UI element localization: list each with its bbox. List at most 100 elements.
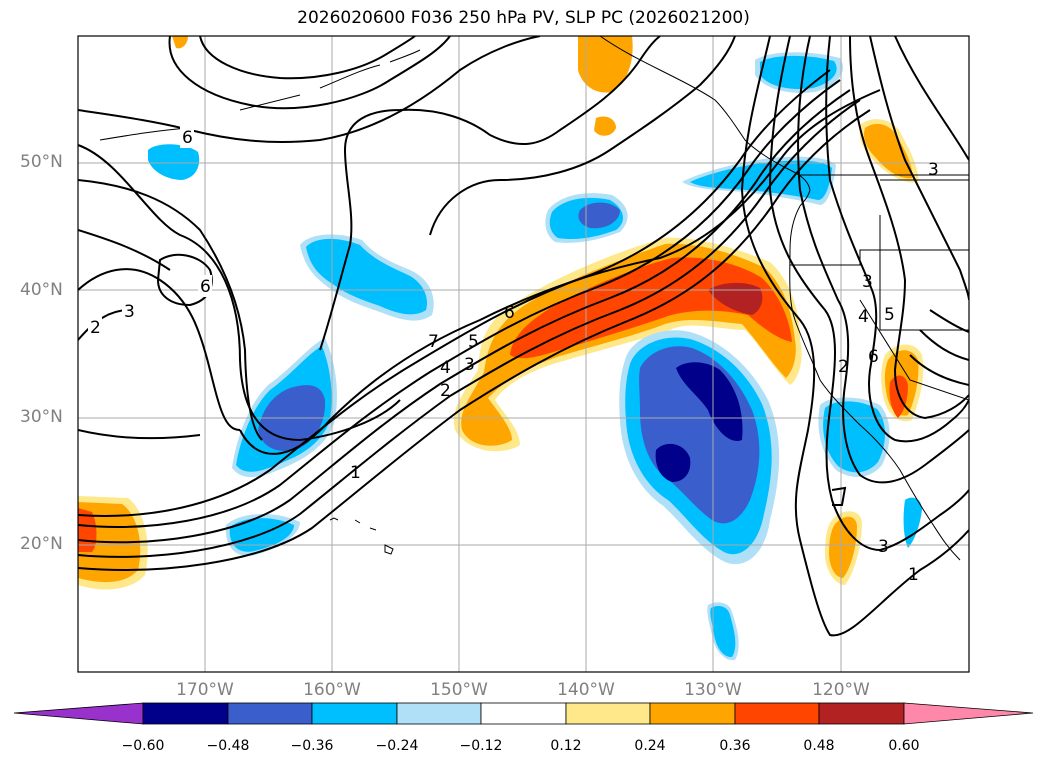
pv-negative-mid-cyan (306, 238, 428, 315)
contour-label: 1 (908, 565, 919, 585)
contour-line (929, 309, 969, 333)
island-hawaii (329, 517, 394, 555)
contour-line (740, 36, 969, 637)
contour-line (78, 268, 241, 431)
colorbar-swatch (227, 702, 313, 725)
contour-line (797, 36, 969, 484)
colorbar-extend-high (903, 702, 1034, 725)
contour-line (78, 144, 401, 442)
contour-label: 3 (862, 272, 873, 292)
state-border-4 (859, 299, 969, 401)
contour-label: 3 (464, 355, 475, 375)
contour-line (319, 36, 661, 351)
coast-alaska (599, 36, 811, 207)
contour-label: 2 (90, 318, 101, 338)
colorbar-swatch (142, 702, 229, 725)
state-border-3 (879, 215, 969, 331)
contour-line (168, 36, 451, 110)
pv-negative-south-small-cyan (710, 606, 736, 658)
colorbar-extend-low (13, 702, 144, 725)
contour-label: 4 (440, 358, 451, 378)
colorbar-tick-label: 0.12 (550, 738, 582, 754)
pv-positive-band-darkred (708, 282, 763, 315)
contour-line (239, 89, 881, 455)
colorbar-swatch (649, 702, 736, 725)
contour-line (849, 36, 969, 420)
lon-label-160w: 160°W (303, 680, 361, 700)
contour-line (78, 79, 841, 528)
pv-negative-pnw-cyan (690, 160, 832, 200)
state-border-2 (790, 249, 969, 266)
colorbar-swatch (396, 702, 482, 725)
lat-label-50n: 50°N (20, 152, 63, 172)
contour-labels: 2 3 6 6 6 7 5 4 3 2 1 3 3 5 4 6 2 3 1 (88, 126, 939, 585)
colorbar-swatch (480, 702, 567, 725)
lon-label-150w: 150°W (430, 680, 488, 700)
contour-line (78, 229, 171, 271)
colorbar (13, 702, 1034, 725)
contour-label: 4 (858, 307, 869, 327)
pv-negative-small-nw (148, 144, 200, 180)
colorbar-tick-label: 0.36 (719, 738, 751, 754)
contour-label: 6 (868, 347, 879, 367)
contour-label: 6 (504, 303, 515, 323)
island-chain-aleutians (99, 49, 421, 141)
colorbar-tick-label: −0.24 (375, 738, 419, 754)
pv-negative-central-navy2 (655, 443, 691, 482)
contour-line (869, 36, 969, 301)
colorbar-tick-label: 0.24 (634, 738, 666, 754)
contour-label: 3 (124, 302, 135, 322)
contour-line (919, 329, 969, 361)
contour-line (768, 36, 969, 552)
contour-line (78, 99, 861, 558)
contour-label: 2 (440, 381, 451, 401)
contour-label: 6 (182, 128, 193, 148)
contour-line (78, 89, 851, 544)
contour-line (78, 429, 201, 440)
contour-label: 2 (838, 357, 849, 377)
pv-negative-east-cyan (823, 401, 885, 473)
lat-label-20n: 20°N (20, 534, 63, 554)
colorbar-tick-label: 0.48 (803, 738, 835, 754)
contour-line (429, 36, 736, 236)
pv-shading (78, 36, 924, 661)
colorbar-tick-label: −0.48 (206, 738, 250, 754)
colorbar-tick-label: −0.12 (459, 738, 503, 754)
colorbar-swatch (818, 702, 905, 725)
pv-positive-ne-orange (864, 123, 913, 179)
contour-label: 6 (200, 277, 211, 297)
colorbar-tick-label: 0.60 (888, 738, 920, 754)
contour-line (199, 36, 416, 80)
contour-line (831, 486, 847, 506)
colorbar-tick-label: −0.60 (121, 738, 165, 754)
coast-pnw (789, 205, 961, 561)
pv-positive-band-red (510, 257, 792, 359)
contour-label: 3 (928, 160, 939, 180)
pv-positive-dot (172, 36, 188, 49)
pv-negative-north-blue (578, 202, 620, 229)
lat-label-40n: 40°N (20, 280, 63, 300)
contour-label: 5 (884, 305, 895, 325)
contour-line (909, 354, 969, 386)
pv-positive-north (578, 36, 633, 93)
contour-line (825, 36, 969, 443)
contour-label: 7 (428, 332, 439, 352)
slp-contours (78, 36, 969, 637)
contour-label: 5 (468, 332, 479, 352)
contour-line (78, 179, 263, 441)
colorbar-swatch (734, 702, 820, 725)
lon-label-170w: 170°W (176, 680, 234, 700)
contour-label: 3 (878, 537, 889, 557)
lat-label-30n: 30°N (20, 407, 63, 427)
colorbar-swatch (565, 702, 651, 725)
map-frame (77, 35, 970, 673)
lon-label-140w: 140°W (557, 680, 615, 700)
figure-title: 2026020600 F036 250 hPa PV, SLP PC (2026… (297, 8, 750, 28)
contour-label: 1 (350, 463, 361, 483)
pv-negative-far-east (903, 497, 922, 548)
pv-positive-south-orange (829, 516, 857, 578)
pv-positive-small (594, 116, 616, 136)
lon-label-130w: 130°W (684, 680, 742, 700)
contour-line (78, 69, 831, 517)
